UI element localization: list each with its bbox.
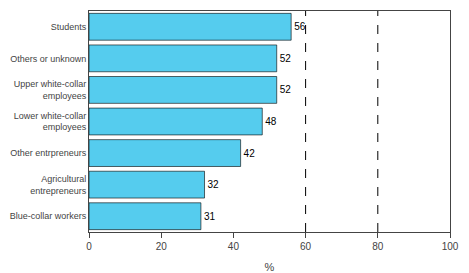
svg-text:Lower white-collaremployees: Lower white-collaremployees [14,111,87,133]
svg-text:Students: Students [51,22,87,32]
svg-text:%: % [265,261,275,273]
svg-text:56: 56 [294,21,306,32]
svg-text:80: 80 [372,241,384,252]
svg-text:48: 48 [265,116,277,127]
svg-text:0: 0 [86,241,92,252]
svg-text:20: 20 [156,241,168,252]
svg-text:100: 100 [442,241,459,252]
svg-text:32: 32 [208,179,220,190]
svg-text:Blue-collar workers: Blue-collar workers [10,211,87,221]
svg-text:42: 42 [244,148,256,159]
svg-text:Others or unknown: Others or unknown [10,54,86,64]
svg-text:Agriculturalentrepreneurs: Agriculturalentrepreneurs [30,174,87,196]
svg-text:31: 31 [204,211,216,222]
svg-text:Upper white-collaremployees: Upper white-collaremployees [14,79,87,101]
svg-text:60: 60 [300,241,312,252]
svg-text:52: 52 [280,84,292,95]
svg-text:40: 40 [228,241,240,252]
svg-text:52: 52 [280,53,292,64]
svg-text:Other entrpreneurs: Other entrpreneurs [10,148,87,158]
